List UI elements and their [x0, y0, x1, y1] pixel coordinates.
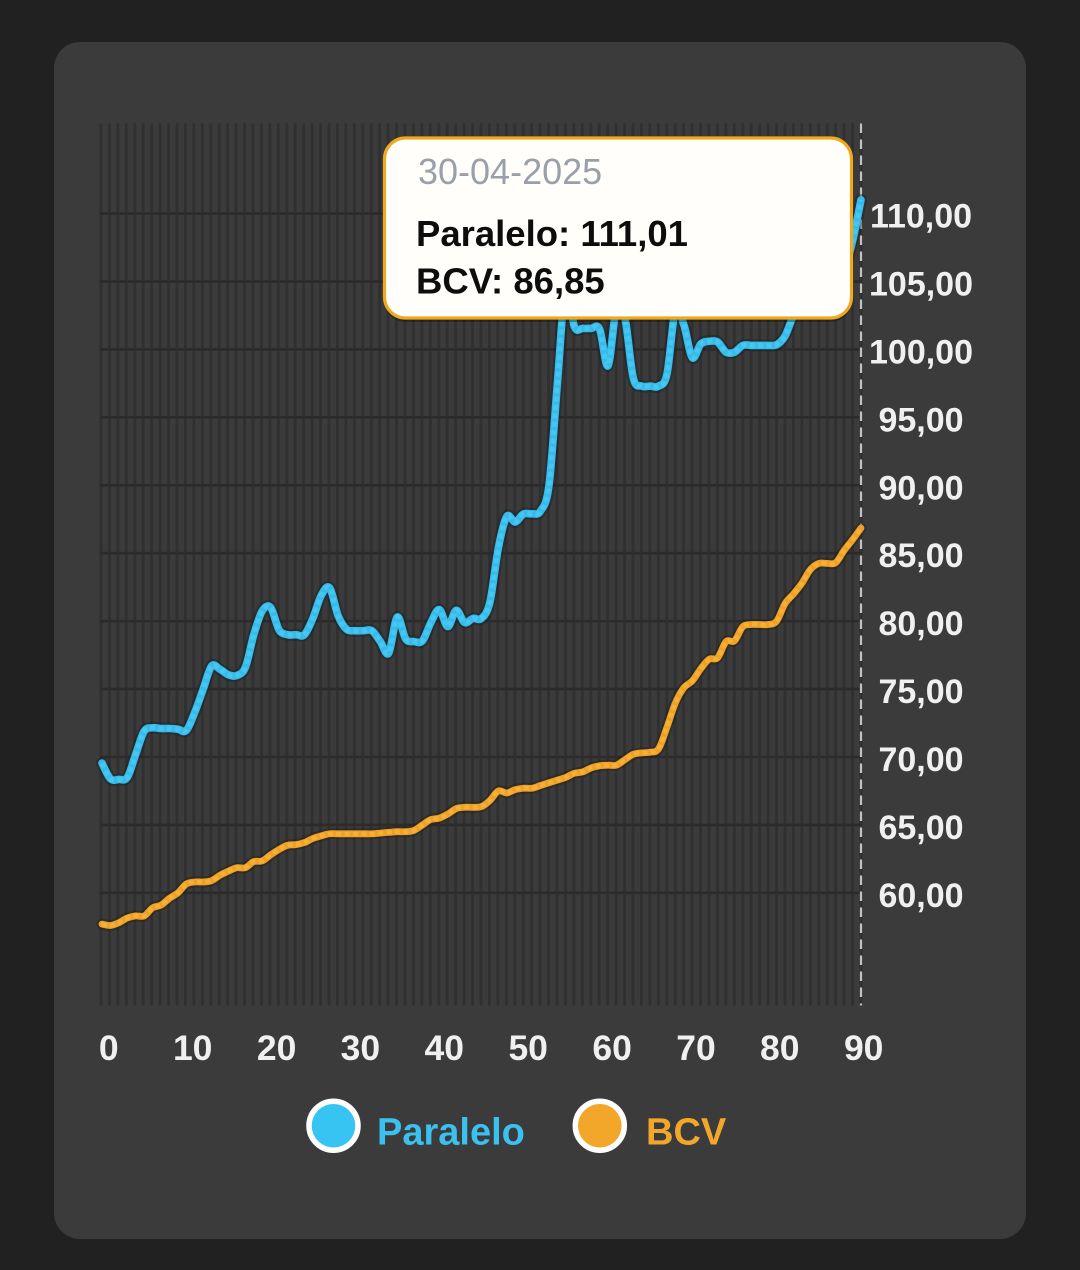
- svg-text:Paralelo: 111,01: Paralelo: 111,01: [416, 213, 688, 254]
- svg-text:40: 40: [425, 1028, 465, 1068]
- svg-text:30-04-2025: 30-04-2025: [418, 151, 602, 192]
- svg-text:50: 50: [508, 1028, 548, 1068]
- svg-text:20: 20: [257, 1028, 297, 1068]
- svg-text:105,00: 105,00: [869, 266, 973, 304]
- svg-text:10: 10: [173, 1028, 213, 1068]
- svg-text:65,00: 65,00: [878, 809, 963, 847]
- svg-text:90,00: 90,00: [878, 469, 963, 507]
- svg-text:80,00: 80,00: [878, 605, 963, 643]
- svg-text:BCV: BCV: [646, 1112, 727, 1154]
- svg-text:75,00: 75,00: [878, 673, 963, 711]
- svg-text:BCV: 86,85: BCV: 86,85: [416, 261, 605, 302]
- svg-text:110,00: 110,00: [870, 198, 972, 236]
- svg-text:80: 80: [760, 1028, 800, 1068]
- svg-text:60: 60: [592, 1028, 632, 1068]
- svg-text:85,00: 85,00: [878, 537, 963, 575]
- svg-text:30: 30: [341, 1028, 381, 1068]
- svg-text:70: 70: [676, 1028, 716, 1068]
- svg-text:0: 0: [99, 1028, 119, 1068]
- svg-text:100,00: 100,00: [869, 334, 973, 372]
- svg-text:70,00: 70,00: [878, 741, 963, 779]
- svg-text:Paralelo: Paralelo: [377, 1112, 525, 1154]
- svg-text:90: 90: [844, 1028, 884, 1068]
- svg-text:95,00: 95,00: [878, 401, 963, 439]
- svg-text:60,00: 60,00: [878, 877, 963, 915]
